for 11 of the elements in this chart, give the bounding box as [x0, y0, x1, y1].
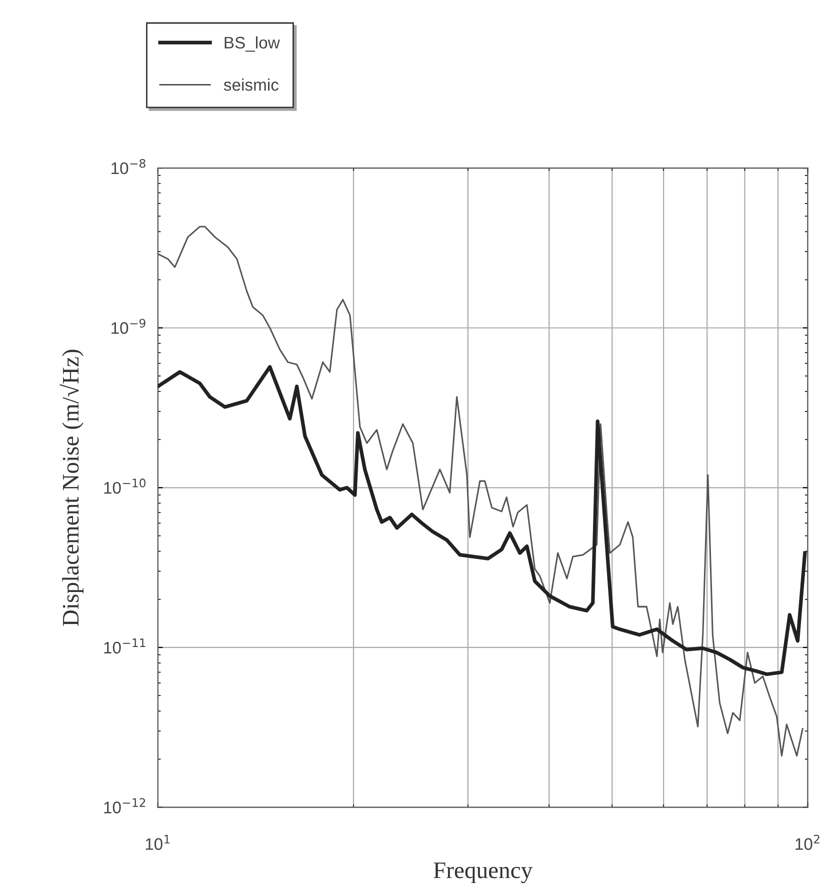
y-axis-title: Displacement Noise (m/√Hz) [60, 350, 84, 626]
legend-label: seismic [224, 78, 279, 91]
x-axis-title: Frequency [434, 862, 533, 884]
y-tick-label: 10$^{−11}$ [104, 638, 146, 654]
x-tick-label: 10$^{2}$ [796, 834, 820, 850]
y-tick-label: 10$^{−9}$ [112, 318, 146, 334]
y-tick-label: 10$^{−8}$ [112, 158, 146, 174]
legend-label: BS_low [224, 36, 280, 52]
y-tick-label: 10$^{−12}$ [104, 798, 146, 814]
x-tick-label: 10$^{1}$ [146, 834, 170, 850]
y-tick-label: 10$^{−10}$ [104, 478, 146, 494]
